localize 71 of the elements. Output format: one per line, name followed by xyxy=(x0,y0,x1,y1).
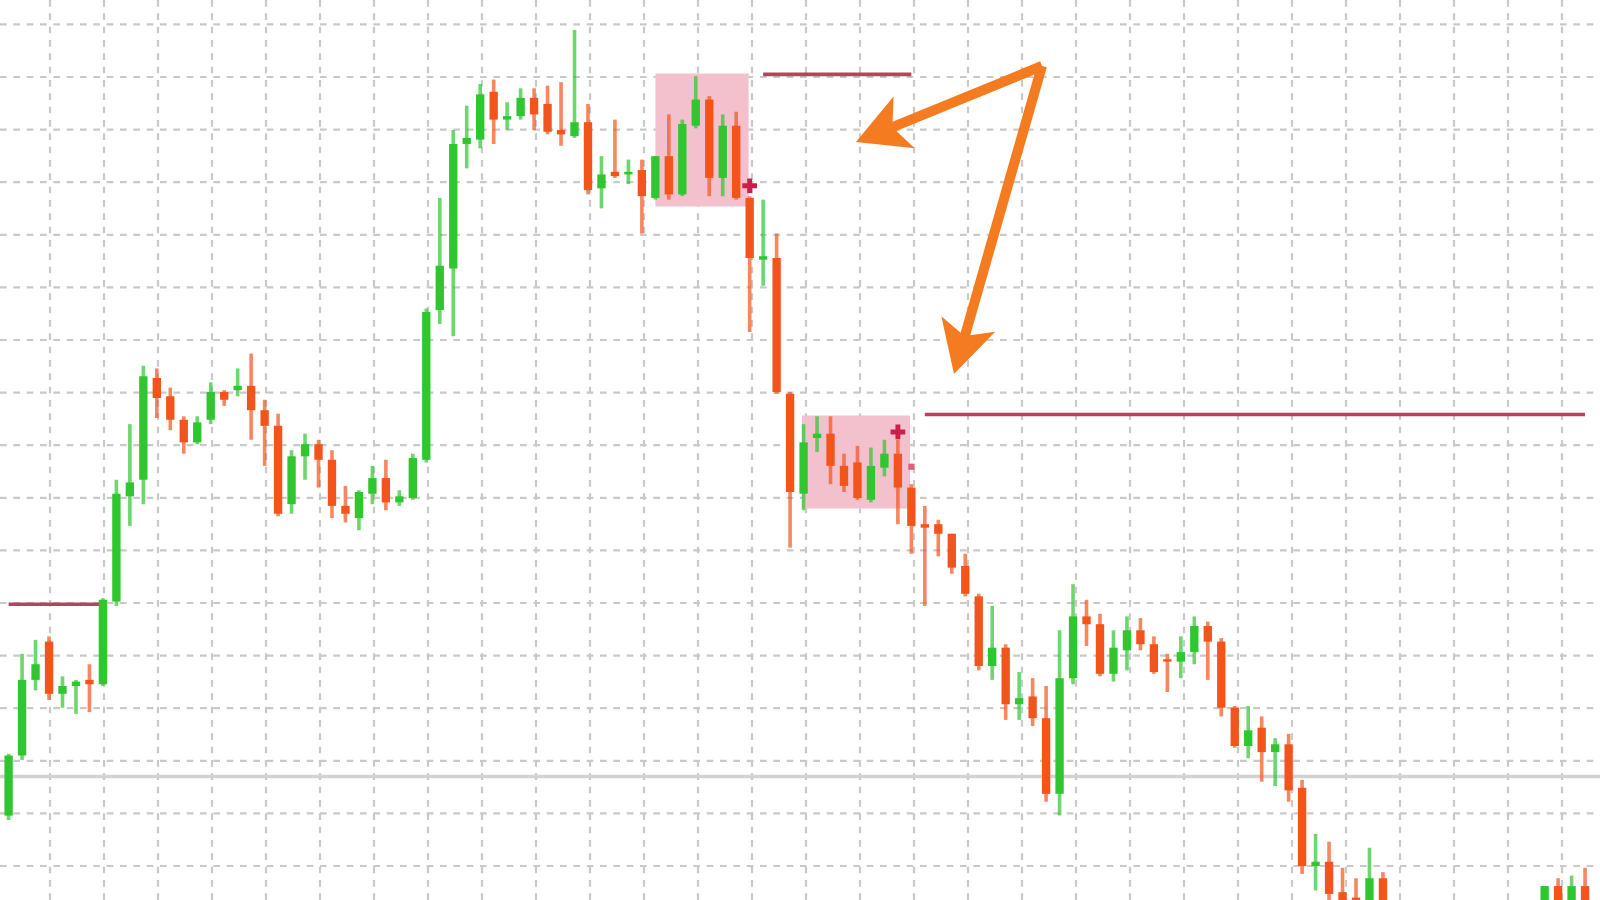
candlestick xyxy=(489,77,498,146)
candlestick xyxy=(476,82,485,151)
candlestick xyxy=(947,531,956,576)
candlestick xyxy=(260,397,269,468)
candlestick xyxy=(246,351,256,442)
candlestick xyxy=(206,380,215,426)
candlestick xyxy=(1149,634,1159,676)
candlestick xyxy=(233,366,242,399)
candlestick xyxy=(1082,598,1091,648)
candlestick xyxy=(920,504,930,608)
candlestick xyxy=(1244,704,1253,760)
candlestick xyxy=(462,103,471,171)
candlestick xyxy=(314,437,323,490)
candlestick xyxy=(1014,670,1024,722)
candlestick xyxy=(826,414,835,486)
candlestick xyxy=(1203,619,1212,682)
candlestick xyxy=(1365,845,1374,900)
candlestick xyxy=(637,157,647,236)
candlestick xyxy=(597,154,606,211)
candlestick xyxy=(866,445,876,505)
candlestick xyxy=(853,444,862,502)
candlestick xyxy=(166,385,175,433)
candlestick xyxy=(988,604,997,682)
candlestick xyxy=(934,518,943,559)
candlestick xyxy=(125,422,135,528)
candlestick xyxy=(664,112,673,202)
candlestick xyxy=(1230,704,1239,750)
candlestick xyxy=(381,457,391,513)
candlestick xyxy=(1257,714,1266,784)
candlestick xyxy=(543,83,552,137)
candlestick xyxy=(368,464,377,506)
candlestick xyxy=(287,448,296,516)
candlestick xyxy=(31,638,40,693)
candlestick xyxy=(1122,614,1132,673)
candlestick xyxy=(327,448,337,520)
candlestick xyxy=(1378,870,1388,900)
candlestick xyxy=(516,86,525,122)
candlestick xyxy=(1311,832,1320,893)
candlestick xyxy=(1136,616,1145,653)
candlestick xyxy=(1190,614,1199,667)
candlestick xyxy=(839,451,849,494)
candlestick xyxy=(570,28,579,140)
candlestick xyxy=(1163,651,1172,694)
candlestick xyxy=(1176,634,1186,680)
candlestick xyxy=(1284,732,1293,804)
candlestick xyxy=(880,437,889,479)
candlestick xyxy=(1324,839,1334,900)
candlestick xyxy=(408,451,417,502)
candlestick xyxy=(58,674,67,710)
candlestick xyxy=(179,414,188,456)
candlestick xyxy=(354,488,364,533)
candlestick xyxy=(1567,873,1576,900)
candlestick xyxy=(193,414,202,446)
candlestick xyxy=(961,551,970,599)
candlestick xyxy=(1028,676,1037,728)
candlestick xyxy=(1553,876,1563,900)
candlestick xyxy=(502,100,512,132)
candlestick xyxy=(341,484,350,525)
candlestick xyxy=(651,154,660,202)
candlestick xyxy=(907,482,916,556)
candlestick xyxy=(152,366,161,420)
candlestick xyxy=(1580,866,1590,900)
candlestick xyxy=(85,662,94,714)
candlestick xyxy=(758,197,768,288)
candlestick xyxy=(300,431,310,482)
candlestick xyxy=(1338,866,1347,900)
candlestick xyxy=(1270,736,1280,788)
candlestick xyxy=(691,74,700,131)
candlestick xyxy=(529,86,539,132)
candlestick xyxy=(435,196,444,326)
candlestick xyxy=(1109,628,1118,684)
